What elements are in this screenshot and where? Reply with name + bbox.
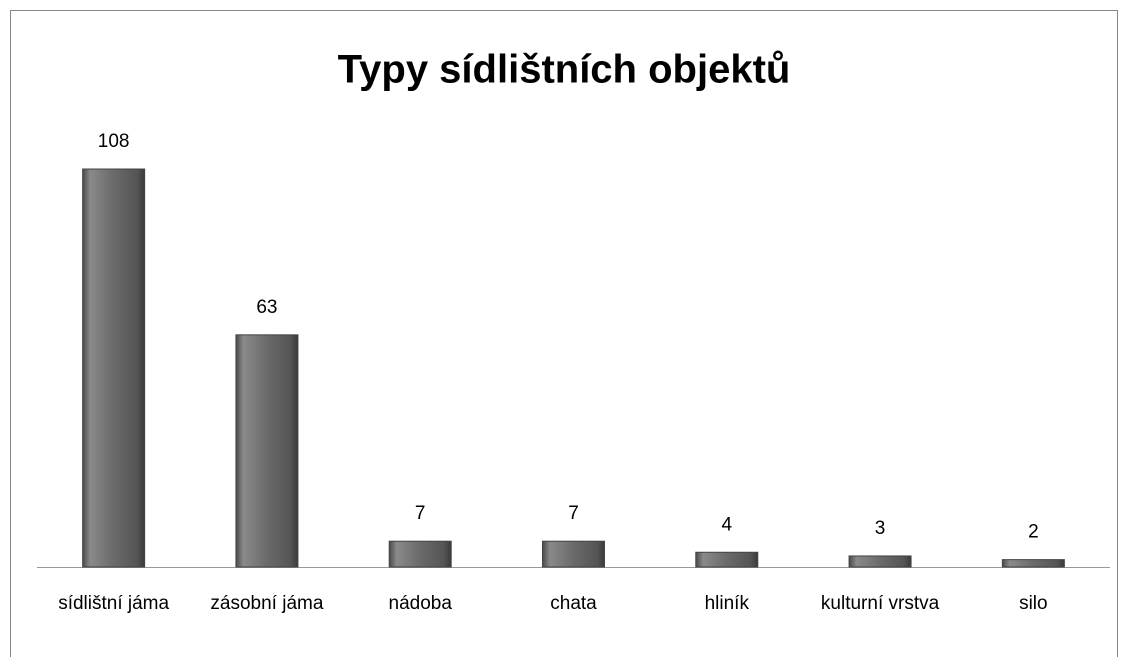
data-label: 63 [256,297,277,318]
x-tick-label: kulturní vrstva [820,593,940,614]
chart-title: Typy sídlištních objektů [338,48,791,92]
bar [695,551,759,568]
data-label: 7 [568,503,579,524]
x-tick-label: zásobní jáma [210,593,324,614]
bar [82,168,146,568]
frame [10,10,1118,657]
x-tick-label: hliník [704,593,749,614]
data-label: 108 [98,131,130,152]
data-label: 3 [875,518,886,539]
bar [388,540,452,568]
x-tick-label: sídlištní jáma [58,593,170,614]
data-label: 2 [1028,522,1039,543]
bar [848,555,912,568]
x-tick-label: silo [1019,593,1048,614]
bar [235,334,299,568]
data-label: 4 [721,514,732,535]
x-tick-label: nádoba [388,593,452,614]
data-label: 7 [415,503,426,524]
bar [542,540,605,568]
x-tick-label: chata [550,593,597,614]
bar [1001,559,1065,568]
